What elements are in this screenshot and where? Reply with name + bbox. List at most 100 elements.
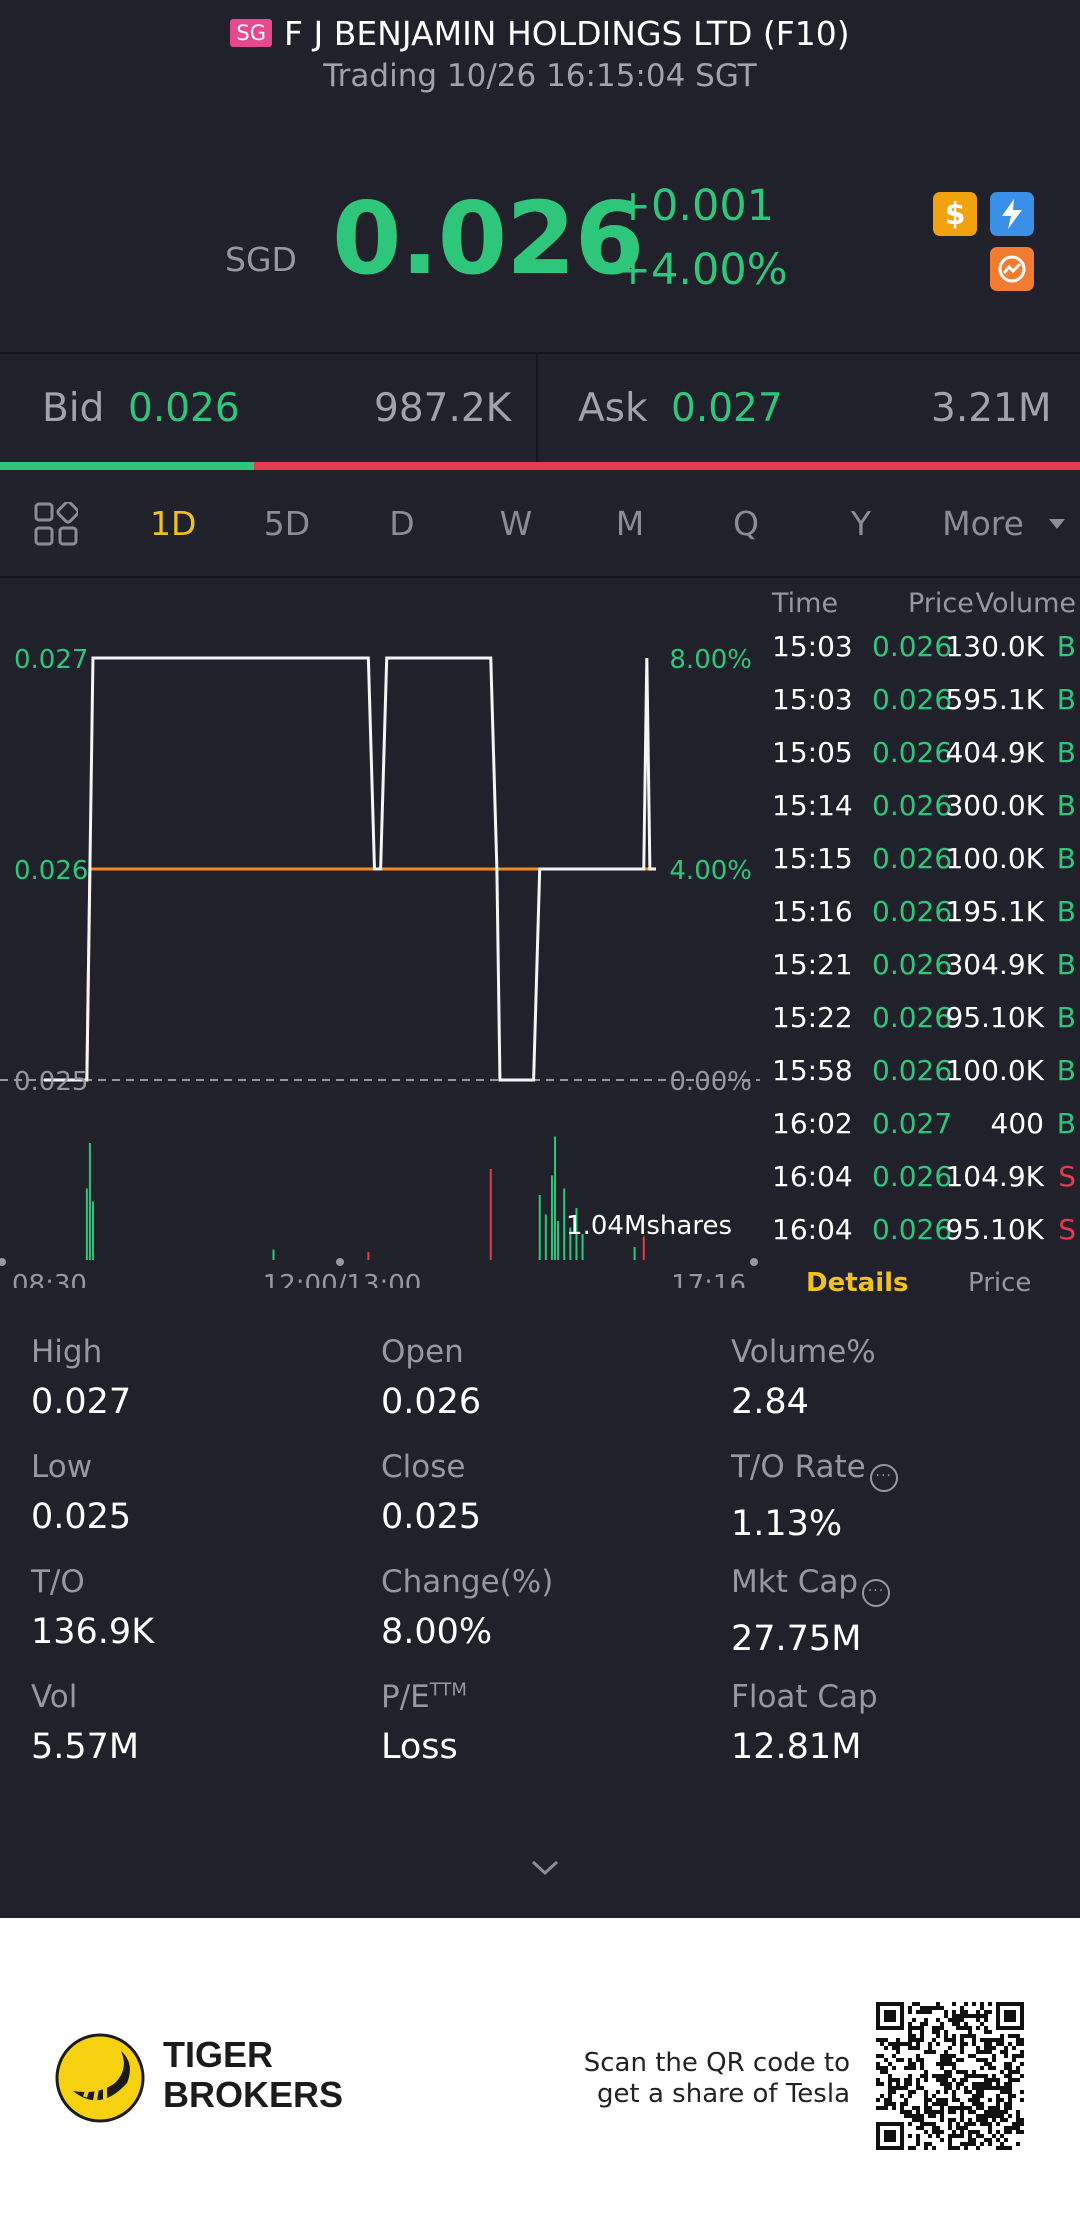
stat-value: 27.75M [731, 1619, 862, 1659]
divider [0, 352, 1080, 354]
trade-price: 0.026 [872, 630, 953, 663]
stat-label: Volume% [731, 1334, 876, 1370]
stat-value: 8.00% [381, 1612, 493, 1652]
stat-value: 136.9K [31, 1612, 155, 1652]
trades-header-price: Price [908, 588, 974, 619]
flash-icon[interactable] [990, 192, 1034, 236]
trade-time: 15:03 [772, 683, 853, 716]
stat-value: 2.84 [731, 1382, 809, 1422]
info-icon[interactable]: ··· [869, 1464, 898, 1492]
scan-line-1: Scan the QR code to [583, 2048, 850, 2078]
tiger-brokers-logo [55, 2033, 145, 2123]
expand-chevron-icon[interactable] [530, 1858, 560, 1878]
trades-header-time: Time [772, 588, 839, 619]
brand-line-1: TIGER [163, 2034, 274, 2075]
bid-ask-separator [536, 352, 538, 464]
stat-label: Change(%) [381, 1564, 554, 1600]
scan-line-2: get a share of Tesla [597, 2079, 850, 2109]
avg-price-line [44, 867, 656, 1082]
stat-value: 1.13% [731, 1504, 843, 1544]
dollar-icon[interactable]: $ [933, 192, 977, 236]
trade-volume: 95.10K [945, 1213, 1044, 1246]
trade-time: 16:02 [772, 1107, 853, 1140]
promo-footer: TIGER BROKERS Scan the QR code to get a … [0, 1918, 1080, 2234]
trade-row: 15:21 0.026 304.9K B [760, 948, 1080, 1001]
bid-volume: 987.2K [374, 386, 512, 431]
trade-volume: 130.0K [945, 630, 1044, 663]
tab-5d[interactable]: 5D [263, 504, 311, 543]
period-tabs: 1D 5D D W M Q Y More [0, 470, 1080, 578]
stat-high: High 0.027 [31, 1334, 361, 1422]
tab-1d[interactable]: 1D [150, 504, 197, 543]
trade-price: 0.027 [872, 1107, 953, 1140]
x-axis-label: 08:30 [12, 1270, 87, 1288]
trade-side: B [1056, 1001, 1076, 1034]
trade-row: 15:05 0.026 404.9K B [760, 736, 1080, 789]
scan-text: Scan the QR code to get a share of Tesla [560, 2048, 850, 2110]
stat-open: Open 0.026 [381, 1334, 711, 1422]
tab-d[interactable]: D [389, 504, 415, 543]
trade-volume: 300.0K [945, 789, 1044, 822]
trade-row: 16:04 0.026 104.9K S [760, 1160, 1080, 1213]
trade-volume: 400 [990, 1107, 1044, 1140]
y-axis-label-left: 0.025 [14, 1067, 88, 1097]
stat-value: 0.025 [381, 1497, 482, 1537]
ask-price: 0.027 [671, 386, 783, 431]
price-line [44, 656, 656, 1082]
trade-side: B [1056, 948, 1076, 981]
axis-dot [336, 1258, 344, 1266]
axis-dot [750, 1258, 758, 1266]
trade-ticker[interactable]: Time Price Volume 15:03 0.026 130.0K B 15:03… [760, 578, 1080, 1298]
tab-q[interactable]: Q [733, 504, 759, 543]
bid-price: 0.026 [128, 386, 240, 431]
chevron-down-icon[interactable] [1048, 518, 1066, 530]
stat-label: High [31, 1334, 103, 1370]
stat-label: T/O Rate [731, 1449, 866, 1485]
trade-row: 15:16 0.026 195.1K B [760, 895, 1080, 948]
trade-side: B [1056, 895, 1076, 928]
currency-label: SGD [225, 240, 297, 279]
info-icon[interactable]: ··· [862, 1579, 891, 1607]
trade-row: 15:03 0.026 130.0K B [760, 630, 1080, 683]
pe-superscript: TTM [429, 1679, 467, 1701]
y-axis-label-right: 0.00% [669, 1067, 752, 1097]
market-badge: SG [230, 19, 272, 47]
brand-name: TIGER BROKERS [163, 2035, 343, 2115]
trade-time: 15:22 [772, 1001, 853, 1034]
tab-m[interactable]: M [615, 504, 645, 543]
trade-price: 0.026 [872, 948, 953, 981]
trade-row: 16:02 0.027 400 B [760, 1107, 1080, 1160]
bid-label: Bid [42, 386, 105, 431]
tab-details[interactable]: Details [806, 1268, 909, 1298]
tab-price[interactable]: Price [968, 1268, 1032, 1298]
stat-value: 0.026 [381, 1382, 482, 1422]
trade-time: 16:04 [772, 1160, 853, 1193]
stat-change-percent: Change(%) 8.00% [381, 1564, 711, 1652]
trade-time: 15:21 [772, 948, 853, 981]
stock-name: F J BENJAMIN HOLDINGS LTD (F10) [284, 14, 850, 53]
stat-turnover-rate: T/O Rate ··· 1.13% [731, 1449, 1061, 1544]
stat-label: T/O [31, 1564, 85, 1600]
trade-volume: 195.1K [945, 895, 1044, 928]
tab-y[interactable]: Y [850, 504, 872, 543]
intraday-chart[interactable]: 0.027 0.026 0.025 8.00% 4.00% 0.00% 1.04Mshare… [0, 578, 760, 1300]
axis-dot [0, 1258, 6, 1266]
volume-label: 1.04Mshares [566, 1211, 732, 1241]
tab-more[interactable]: More [942, 504, 1024, 543]
trade-volume: 595.1K [945, 683, 1044, 716]
brand-line-2: BROKERS [163, 2074, 344, 2115]
stat-label: Vol [31, 1679, 78, 1715]
stat-value: 12.81M [731, 1727, 862, 1767]
tab-w[interactable]: W [499, 504, 533, 543]
trade-side: B [1056, 1107, 1076, 1140]
trade-price: 0.026 [872, 895, 953, 928]
trend-icon[interactable] [990, 247, 1034, 291]
ask-label: Ask [578, 386, 648, 431]
trade-volume: 104.9K [945, 1160, 1044, 1193]
trade-side: B [1056, 1054, 1076, 1087]
trade-time: 16:04 [772, 1213, 853, 1246]
stat-volume: Vol 5.57M [31, 1679, 361, 1767]
layout-grid-icon[interactable] [34, 502, 78, 546]
trade-side: B [1056, 683, 1076, 716]
stat-label: Close [381, 1449, 466, 1485]
